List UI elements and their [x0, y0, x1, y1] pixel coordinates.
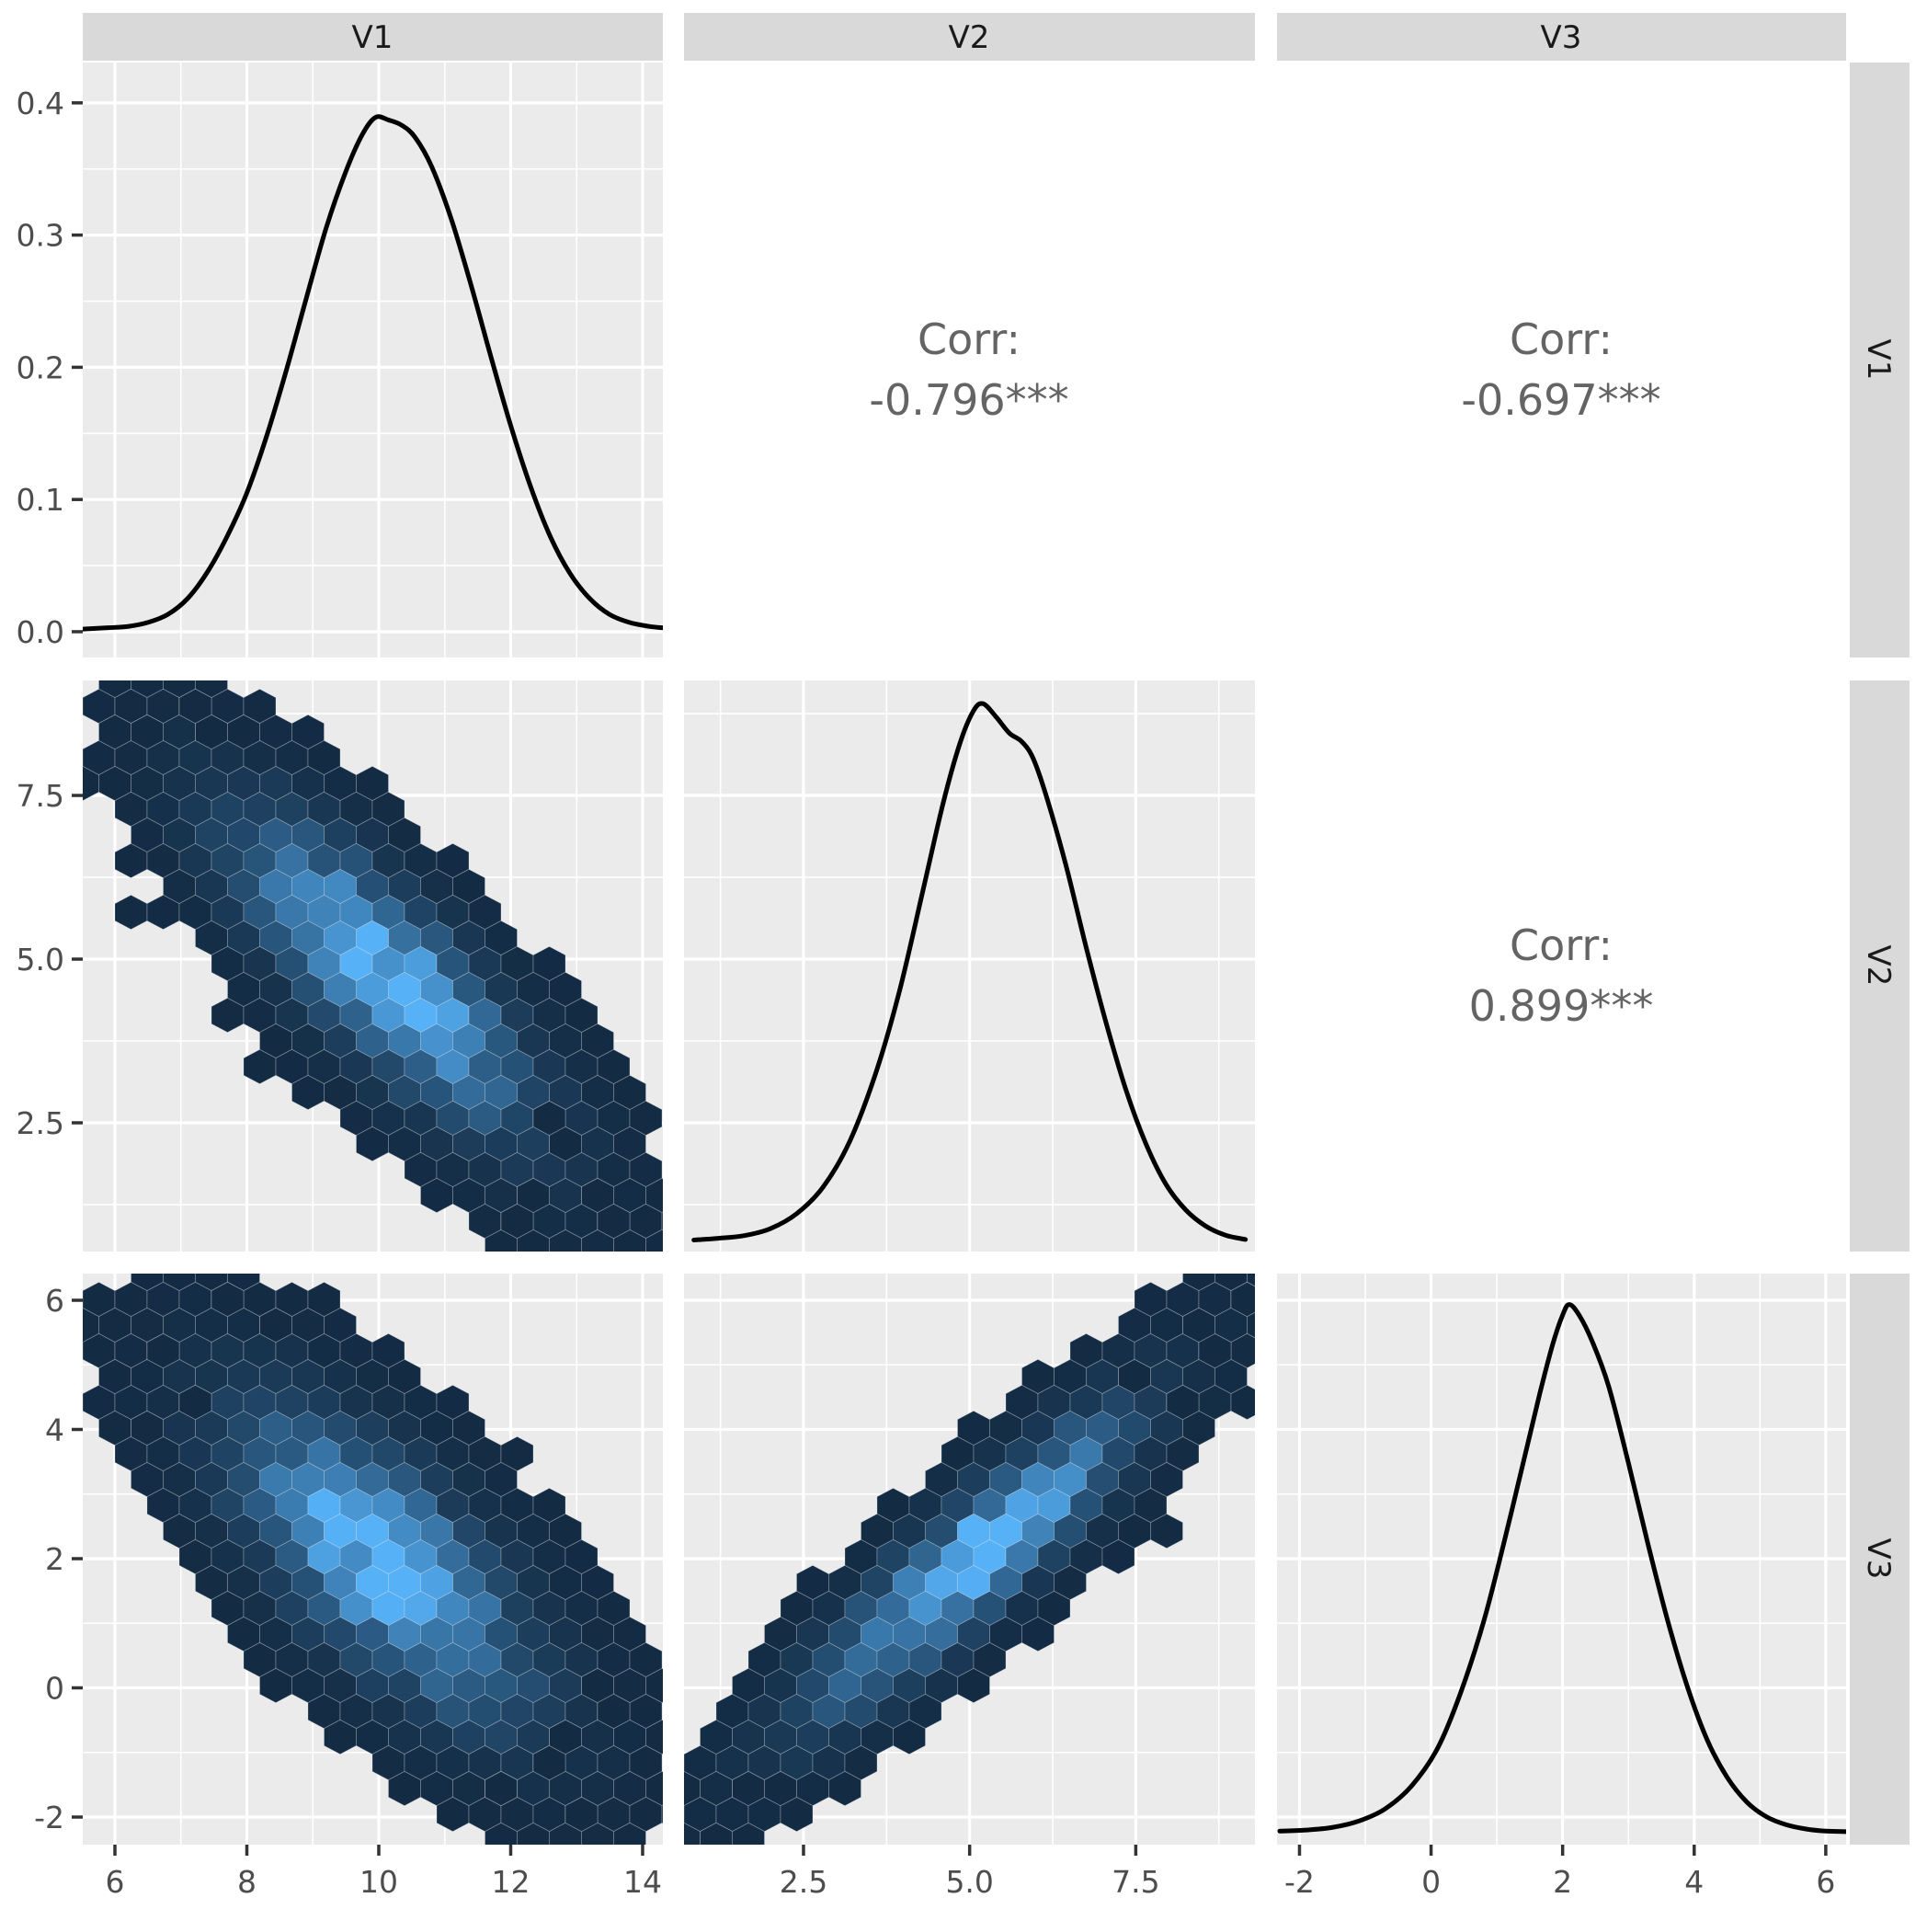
- x-tick-label: 6: [1816, 1864, 1835, 1900]
- hex-bin-outlier: [1182, 1307, 1215, 1343]
- corr-value-v1v3: -0.697***: [1461, 375, 1660, 425]
- correlation-layer: Corr: -0.796*** Corr: -0.697*** Corr: 0.…: [869, 314, 1660, 1031]
- hex-bin-outlier: [307, 1281, 341, 1318]
- hex-bin: [661, 1211, 663, 1231]
- y-tick-label: -2: [34, 1800, 64, 1835]
- hex-bin-outlier: [700, 1822, 733, 1845]
- hex-bin-outlier: [485, 1770, 518, 1807]
- hex-bin-outlier: [564, 1796, 599, 1833]
- y-tick-label: 2.5: [17, 1105, 64, 1141]
- hex-bin: [1101, 1538, 1135, 1575]
- x-tick-label: 8: [237, 1864, 257, 1900]
- x-tick-label: 5.0: [945, 1864, 993, 1900]
- x-tick-label: 0: [1421, 1864, 1441, 1900]
- hex-bin-outlier: [211, 1281, 245, 1318]
- x-tick-label: 10: [359, 1864, 398, 1900]
- hex-bin-outlier: [146, 1332, 180, 1369]
- hex-bin-outlier: [131, 714, 164, 750]
- hex-bin-outlier: [597, 1693, 631, 1730]
- strip-col-v3-label: V3: [1541, 19, 1582, 56]
- hex-bin: [1230, 1384, 1255, 1421]
- hex-bin: [828, 1770, 861, 1807]
- hex-bin: [957, 1667, 990, 1704]
- panels-layer: 0.0 0.1 0.2 0.3 0.4 2.5 5.0 7.5 -2 0 2 4 6 6 8 10 12 14 2.…: [17, 63, 1846, 1900]
- y-tick-label: 0: [45, 1671, 64, 1707]
- strip-col-v1-label: V1: [352, 19, 393, 56]
- hex-bin: [1150, 1513, 1183, 1549]
- density-curve-V3: [1277, 1302, 1846, 1835]
- y-tick-label: 4: [45, 1412, 64, 1448]
- hex-bin-outlier: [549, 1126, 582, 1162]
- y-tick-label: 2: [45, 1541, 64, 1577]
- hex-bin-outlier: [1230, 1281, 1255, 1318]
- strip-col-v2-label: V2: [949, 19, 990, 56]
- strip-col-v3: [1277, 13, 1846, 61]
- panel-V1-V1-density: [83, 63, 663, 657]
- hex-bin-outlier: [549, 1719, 582, 1755]
- hex-bin-outlier: [764, 1770, 797, 1807]
- corr-title-v1v3: Corr:: [1510, 314, 1613, 364]
- corr-value-v1v2: -0.796***: [869, 375, 1068, 425]
- axes-layer: 0.0 0.1 0.2 0.3 0.4 2.5 5.0 7.5 -2 0 2 4 6 6 8 10 12 14 2.…: [17, 86, 1836, 1900]
- panel-V2-V2-density: [684, 680, 1255, 1252]
- x-tick-label: 14: [623, 1864, 662, 1900]
- hex-bin: [893, 1719, 926, 1755]
- strip-row-v3-label: V3: [1860, 1538, 1897, 1580]
- hex-bin: [1021, 1616, 1055, 1652]
- density-curve-V1: [83, 114, 663, 632]
- hex-bin-outlier: [259, 1307, 292, 1343]
- x-tick-label: 2.5: [780, 1864, 827, 1900]
- hexbin-V2-V3: [684, 1274, 1255, 1845]
- y-tick-label: 7.5: [17, 778, 64, 814]
- x-tick-label: -2: [1284, 1864, 1315, 1900]
- y-tick-label: 5.0: [17, 942, 64, 977]
- strip-row-v1: [1850, 63, 1910, 657]
- hex-bin-outlier: [178, 1384, 212, 1421]
- hex-bin-outlier: [1118, 1358, 1151, 1395]
- hex-bin-outlier: [98, 1358, 131, 1395]
- hexbin-V1-V2: [83, 680, 663, 1252]
- hex-bin-outlier: [500, 1203, 534, 1240]
- grid-major: [83, 63, 663, 657]
- panel-background: [83, 63, 663, 657]
- x-tick-label: 6: [106, 1864, 125, 1900]
- hex-bin-outlier: [227, 714, 260, 750]
- hex-bin-outlier: [1166, 1384, 1200, 1421]
- corr-title-v1v2: Corr:: [918, 314, 1021, 364]
- panel-V3-V3-density: [1277, 1274, 1846, 1845]
- strip-col-v1: [83, 13, 663, 61]
- hex-bin: [1247, 1274, 1255, 1287]
- y-tick-label: 0.2: [17, 349, 64, 385]
- density-curve-V2: [691, 701, 1249, 1242]
- x-tick-label: 2: [1553, 1864, 1572, 1900]
- grid-minor: [83, 63, 663, 657]
- strip-col-v2: [684, 13, 1255, 61]
- strip-row-v2: [1850, 680, 1910, 1252]
- x-tick-label: 4: [1684, 1864, 1704, 1900]
- grid-major: [684, 680, 1255, 1252]
- corr-value-v2v3: 0.899***: [1469, 981, 1654, 1031]
- grid-major: [1277, 1274, 1846, 1845]
- hex-bin: [661, 1804, 663, 1824]
- y-tick-label: 0.1: [17, 482, 64, 518]
- y-tick-label: 0.0: [17, 614, 64, 650]
- strip-row-v2-label: V2: [1860, 945, 1897, 987]
- x-tick-label: 12: [491, 1864, 530, 1900]
- hexbin-V1-V3: [83, 1274, 663, 1845]
- strip-row-v1-label: V1: [1860, 339, 1897, 381]
- strips-layer: V1 V2 V3 V1 V2 V3: [83, 13, 1910, 1845]
- hex-bin: [613, 1822, 646, 1845]
- hex-bin-outlier: [131, 1410, 164, 1446]
- corr-title-v2v3: Corr:: [1510, 920, 1613, 970]
- y-tick-label: 0.3: [17, 218, 64, 254]
- hex-bin: [645, 1229, 663, 1252]
- y-tick-label: 0.4: [17, 86, 64, 121]
- x-tick-label: 7.5: [1112, 1864, 1159, 1900]
- hex-bin-outlier: [597, 1203, 631, 1240]
- y-tick-label: 6: [45, 1283, 64, 1319]
- strip-row-v3: [1850, 1274, 1910, 1845]
